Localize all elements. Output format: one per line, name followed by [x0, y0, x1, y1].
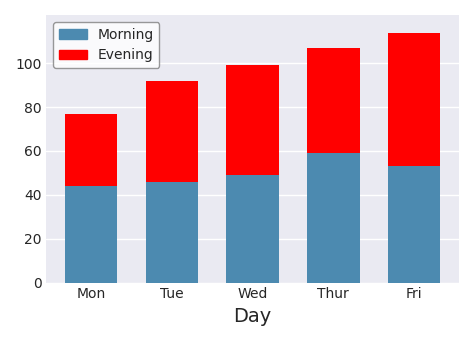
Bar — [146, 182, 198, 283]
Bar — [388, 166, 440, 283]
Bar — [388, 32, 440, 166]
Bar — [65, 186, 118, 283]
X-axis label: Day: Day — [234, 307, 272, 326]
Bar — [65, 114, 118, 186]
Bar — [227, 65, 279, 175]
Bar — [146, 81, 198, 182]
Legend: Morning, Evening: Morning, Evening — [53, 22, 159, 68]
Bar — [227, 175, 279, 283]
Bar — [307, 48, 360, 153]
Bar — [307, 153, 360, 283]
